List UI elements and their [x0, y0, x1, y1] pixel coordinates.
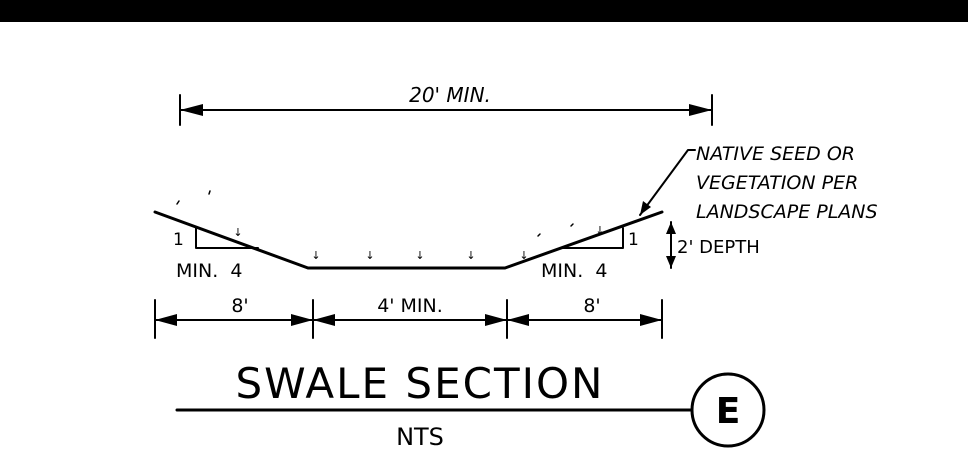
arrow-right-icon [485, 314, 507, 326]
arrow-right-icon [291, 314, 313, 326]
arrow-left-icon [313, 314, 335, 326]
slope-right-rise: 1 [628, 230, 639, 250]
seed-symbol-icon: ↓ [595, 224, 604, 237]
title-block: SWALE SECTION NTS E [175, 359, 766, 451]
seed-symbol-icon: ↓ [365, 249, 374, 262]
slope-left-rise: 1 [173, 230, 184, 250]
slope-left-run: MIN. 4 [176, 260, 242, 282]
seed-symbol-icon: ↓ [519, 249, 528, 262]
seed-symbol-icon: ↓ [466, 249, 475, 262]
slope-indicator-left: 1 MIN. 4 [173, 227, 259, 282]
overall-width-label: 20' MIN. [409, 83, 491, 107]
callout-line-1: NATIVE SEED OR [696, 143, 855, 165]
ground-tick-mark [176, 200, 180, 205]
seed-symbol-icon: ↓ [415, 249, 424, 262]
leader-arrow-icon [640, 201, 651, 215]
scale-label: NTS [396, 423, 444, 451]
arrow-right-icon [640, 314, 662, 326]
arrow-up-icon [666, 222, 676, 234]
swale-profile-line [153, 210, 664, 270]
dim-right-side: 8' [583, 295, 600, 317]
depth-label: 2' DEPTH [677, 237, 760, 258]
arrow-down-icon [666, 256, 676, 268]
seed-symbol-icon: ↓ [233, 226, 242, 239]
detail-marker-circle [690, 372, 766, 448]
vegetation-symbols: ↓ ↓ ↓ ↓ ↓ ↓ ↓ [233, 224, 604, 262]
ground-tick-mark [208, 190, 211, 195]
ground-tick-mark [537, 233, 541, 237]
detail-title: SWALE SECTION [236, 359, 605, 408]
depth-dimension: 2' DEPTH [666, 221, 760, 269]
arrow-left-icon [507, 314, 529, 326]
callout-line-2: VEGETATION PER [696, 172, 858, 194]
dim-left-side: 8' [231, 295, 248, 317]
detail-id: E [716, 391, 741, 432]
slope-right-run: MIN. 4 [541, 260, 607, 282]
overall-width-dimension: 20' MIN. [179, 83, 713, 126]
bottom-dimensions: 8' 4' MIN. 8' [154, 295, 663, 339]
arrow-left-icon [180, 104, 203, 116]
slope-indicator-right: 1 MIN. 4 [541, 227, 639, 282]
arrow-right-icon [689, 104, 712, 116]
callout-line-3: LANDSCAPE PLANS [696, 201, 878, 223]
vegetation-callout: NATIVE SEED OR VEGETATION PER LANDSCAPE … [639, 143, 878, 223]
dim-bottom-width: 4' MIN. [377, 295, 443, 317]
arrow-left-icon [155, 314, 177, 326]
seed-symbol-icon: ↓ [311, 249, 320, 262]
ground-tick-mark [570, 223, 574, 227]
top-border-band [0, 0, 968, 22]
